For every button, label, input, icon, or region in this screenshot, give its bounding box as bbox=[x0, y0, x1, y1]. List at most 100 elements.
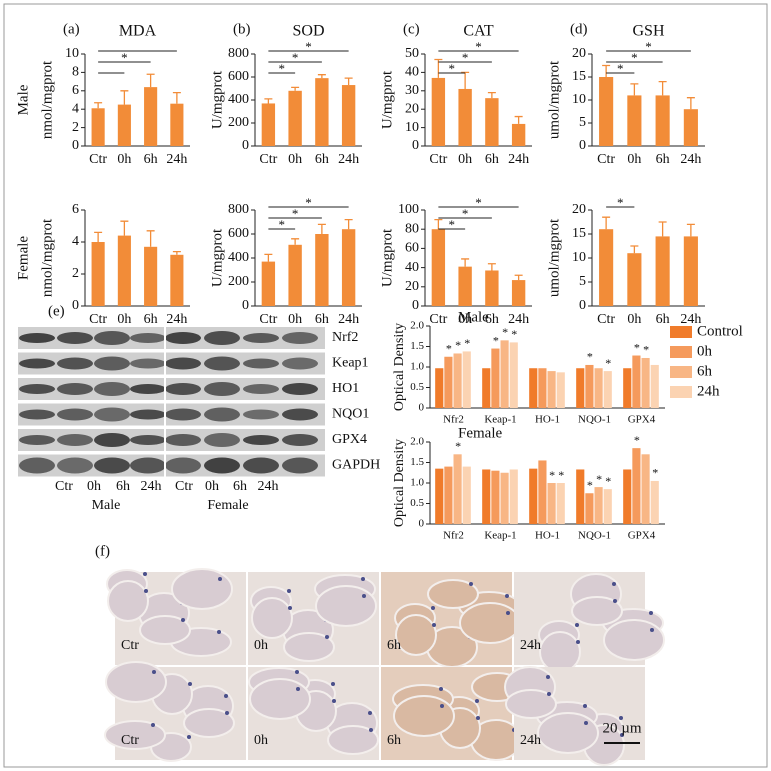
muscle-fiber bbox=[283, 632, 335, 662]
nucleus bbox=[295, 670, 299, 674]
chart-title: GSH bbox=[632, 23, 664, 40]
error-bar bbox=[686, 223, 695, 237]
muscle-fiber bbox=[171, 568, 233, 610]
x-tick-label: 24h bbox=[338, 152, 359, 167]
y-tick-label: 800 bbox=[228, 46, 249, 61]
nucleus bbox=[619, 716, 623, 720]
nucleus bbox=[649, 611, 653, 615]
bar bbox=[458, 266, 472, 306]
nucleus bbox=[143, 572, 147, 576]
blot-band bbox=[130, 333, 166, 343]
muscle-fiber bbox=[183, 708, 235, 738]
tile-label: 0h bbox=[254, 733, 268, 748]
x-tick-label: 0h bbox=[117, 312, 131, 327]
y-tick-label: 30 bbox=[405, 83, 419, 98]
blot-band bbox=[19, 409, 55, 420]
significance-label: * bbox=[596, 472, 602, 486]
bar bbox=[444, 466, 453, 524]
error-bar bbox=[146, 73, 155, 88]
blot-band bbox=[57, 408, 93, 421]
bar bbox=[599, 229, 614, 306]
error-bar bbox=[514, 274, 523, 281]
significance-label: * bbox=[446, 342, 452, 356]
nucleus bbox=[469, 582, 473, 586]
y-axis-label: U/mgprot bbox=[209, 228, 225, 287]
blot-band bbox=[282, 408, 318, 421]
bar bbox=[594, 368, 603, 408]
bar bbox=[576, 469, 585, 524]
y-tick-label: 0 bbox=[242, 138, 249, 153]
bar bbox=[650, 364, 659, 408]
y-tick-label: 200 bbox=[228, 274, 249, 289]
lane-label: 0h bbox=[87, 479, 101, 494]
blot-band bbox=[94, 356, 130, 371]
x-tick-label: 6h bbox=[144, 152, 158, 167]
blot-band bbox=[130, 435, 166, 445]
bar bbox=[650, 480, 659, 524]
nucleus bbox=[225, 711, 229, 715]
blot-band bbox=[204, 331, 240, 345]
bar bbox=[627, 253, 642, 306]
error-bar bbox=[602, 64, 611, 77]
x-tick-label: 6h bbox=[656, 312, 670, 327]
bar bbox=[623, 469, 632, 524]
blot-band bbox=[204, 457, 240, 474]
bar bbox=[509, 469, 518, 524]
bar bbox=[655, 236, 670, 306]
y-tick-label: 0 bbox=[419, 402, 425, 414]
bar bbox=[603, 371, 612, 408]
panel-label: (e) bbox=[48, 303, 65, 319]
chart-title: SOD bbox=[292, 23, 324, 40]
legend-swatch bbox=[670, 326, 692, 338]
blot-band bbox=[19, 333, 55, 343]
y-tick-label: 400 bbox=[228, 92, 249, 107]
blot-band bbox=[57, 457, 93, 474]
blot-band bbox=[243, 409, 279, 420]
blot-band bbox=[94, 382, 130, 396]
x-tick-label: Ctr bbox=[429, 312, 447, 327]
y-axis-label: U/mgprot bbox=[379, 228, 395, 287]
y-tick-label: 10 bbox=[405, 120, 419, 135]
bar bbox=[91, 108, 105, 146]
error-bar bbox=[487, 263, 496, 271]
significance-label: * bbox=[634, 433, 640, 447]
bar bbox=[458, 88, 472, 146]
nucleus bbox=[187, 735, 191, 739]
significance-label: * bbox=[449, 217, 456, 232]
nucleus bbox=[612, 582, 616, 586]
muscle-fiber bbox=[505, 689, 557, 719]
panel-label: (c) bbox=[403, 21, 420, 37]
bar bbox=[261, 103, 276, 146]
error-bar bbox=[172, 91, 181, 104]
muscle-fiber bbox=[249, 678, 311, 720]
y-tick-label: 4 bbox=[72, 234, 79, 249]
x-tick-label: Ctr bbox=[597, 152, 615, 167]
y-axis-label: umol/mgprot bbox=[546, 218, 562, 297]
significance-label: * bbox=[292, 206, 299, 221]
x-tick-label: Keap-1 bbox=[484, 414, 516, 426]
y-tick-label: 0 bbox=[242, 298, 249, 313]
muscle-fiber bbox=[571, 596, 623, 626]
nucleus bbox=[368, 711, 372, 715]
nucleus bbox=[440, 704, 444, 708]
protein-label: Nrf2 bbox=[332, 330, 358, 345]
y-tick-label: 10 bbox=[572, 92, 586, 107]
bar bbox=[632, 448, 641, 524]
bar bbox=[641, 357, 650, 408]
blot-band bbox=[282, 434, 318, 446]
bar bbox=[683, 109, 698, 146]
y-tick-label: 0 bbox=[579, 298, 586, 313]
tile-label: 24h bbox=[520, 733, 541, 748]
significance-label: * bbox=[462, 50, 469, 65]
error-bar bbox=[658, 221, 667, 237]
significance-label: * bbox=[634, 340, 640, 354]
error-bar bbox=[120, 220, 129, 236]
bar bbox=[655, 95, 670, 146]
error-bar bbox=[487, 91, 496, 99]
blot-band bbox=[243, 435, 279, 445]
legend-label: 0h bbox=[697, 343, 713, 359]
x-tick-label: 0h bbox=[458, 152, 472, 167]
bar bbox=[585, 493, 594, 524]
x-tick-label: 6h bbox=[315, 312, 329, 327]
y-tick-label: 1.0 bbox=[410, 477, 424, 489]
